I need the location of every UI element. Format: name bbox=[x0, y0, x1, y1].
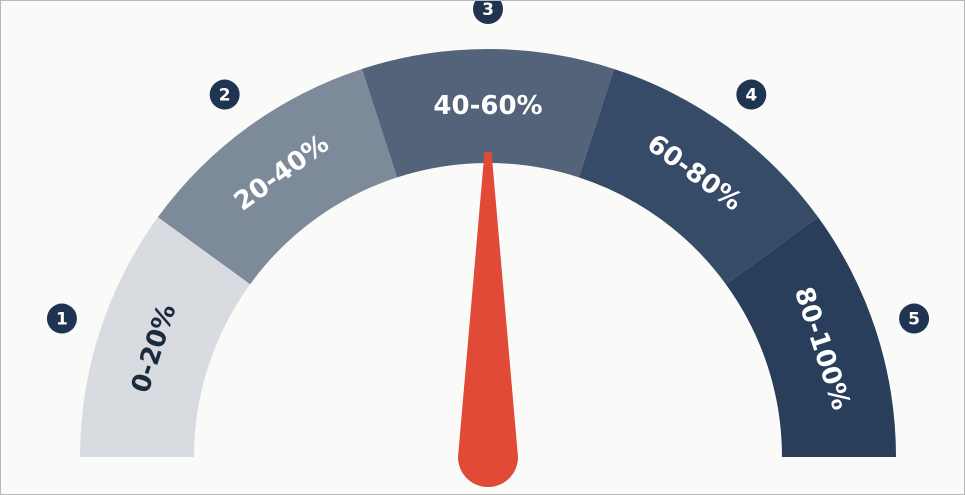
gauge-needle bbox=[457, 152, 518, 488]
badge-number: 4 bbox=[745, 86, 757, 106]
badge-number: 2 bbox=[219, 86, 231, 106]
gauge-segment-5 bbox=[725, 217, 896, 457]
badge-number: 1 bbox=[56, 310, 68, 330]
badge-circle bbox=[209, 79, 240, 110]
badge-number: 5 bbox=[908, 310, 920, 330]
gauge-segment-2 bbox=[157, 68, 398, 285]
gauge-segment-3 bbox=[361, 49, 615, 178]
gauge-needle-shape bbox=[457, 152, 518, 488]
gauge-segment-4 bbox=[578, 68, 819, 285]
badge-number: 3 bbox=[482, 1, 494, 20]
gauge-segments bbox=[80, 49, 896, 457]
gauge-number-badges: 1 2 3 4 5 bbox=[46, 1, 930, 334]
gauge-number-badge-4: 4 bbox=[736, 79, 767, 110]
gauge-number-badge-5: 5 bbox=[899, 303, 930, 334]
gauge-number-badge-3: 3 bbox=[473, 1, 503, 24]
badge-circle bbox=[46, 303, 77, 334]
badge-circle bbox=[899, 303, 930, 334]
gauge-segment-1 bbox=[80, 217, 251, 457]
gauge-segment-label-3: 40-60% bbox=[433, 91, 542, 121]
gauge-number-badge-1: 1 bbox=[46, 303, 77, 334]
gauge-number-badge-2: 2 bbox=[209, 79, 240, 110]
badge-circle bbox=[473, 1, 503, 24]
badge-circle bbox=[736, 79, 767, 110]
